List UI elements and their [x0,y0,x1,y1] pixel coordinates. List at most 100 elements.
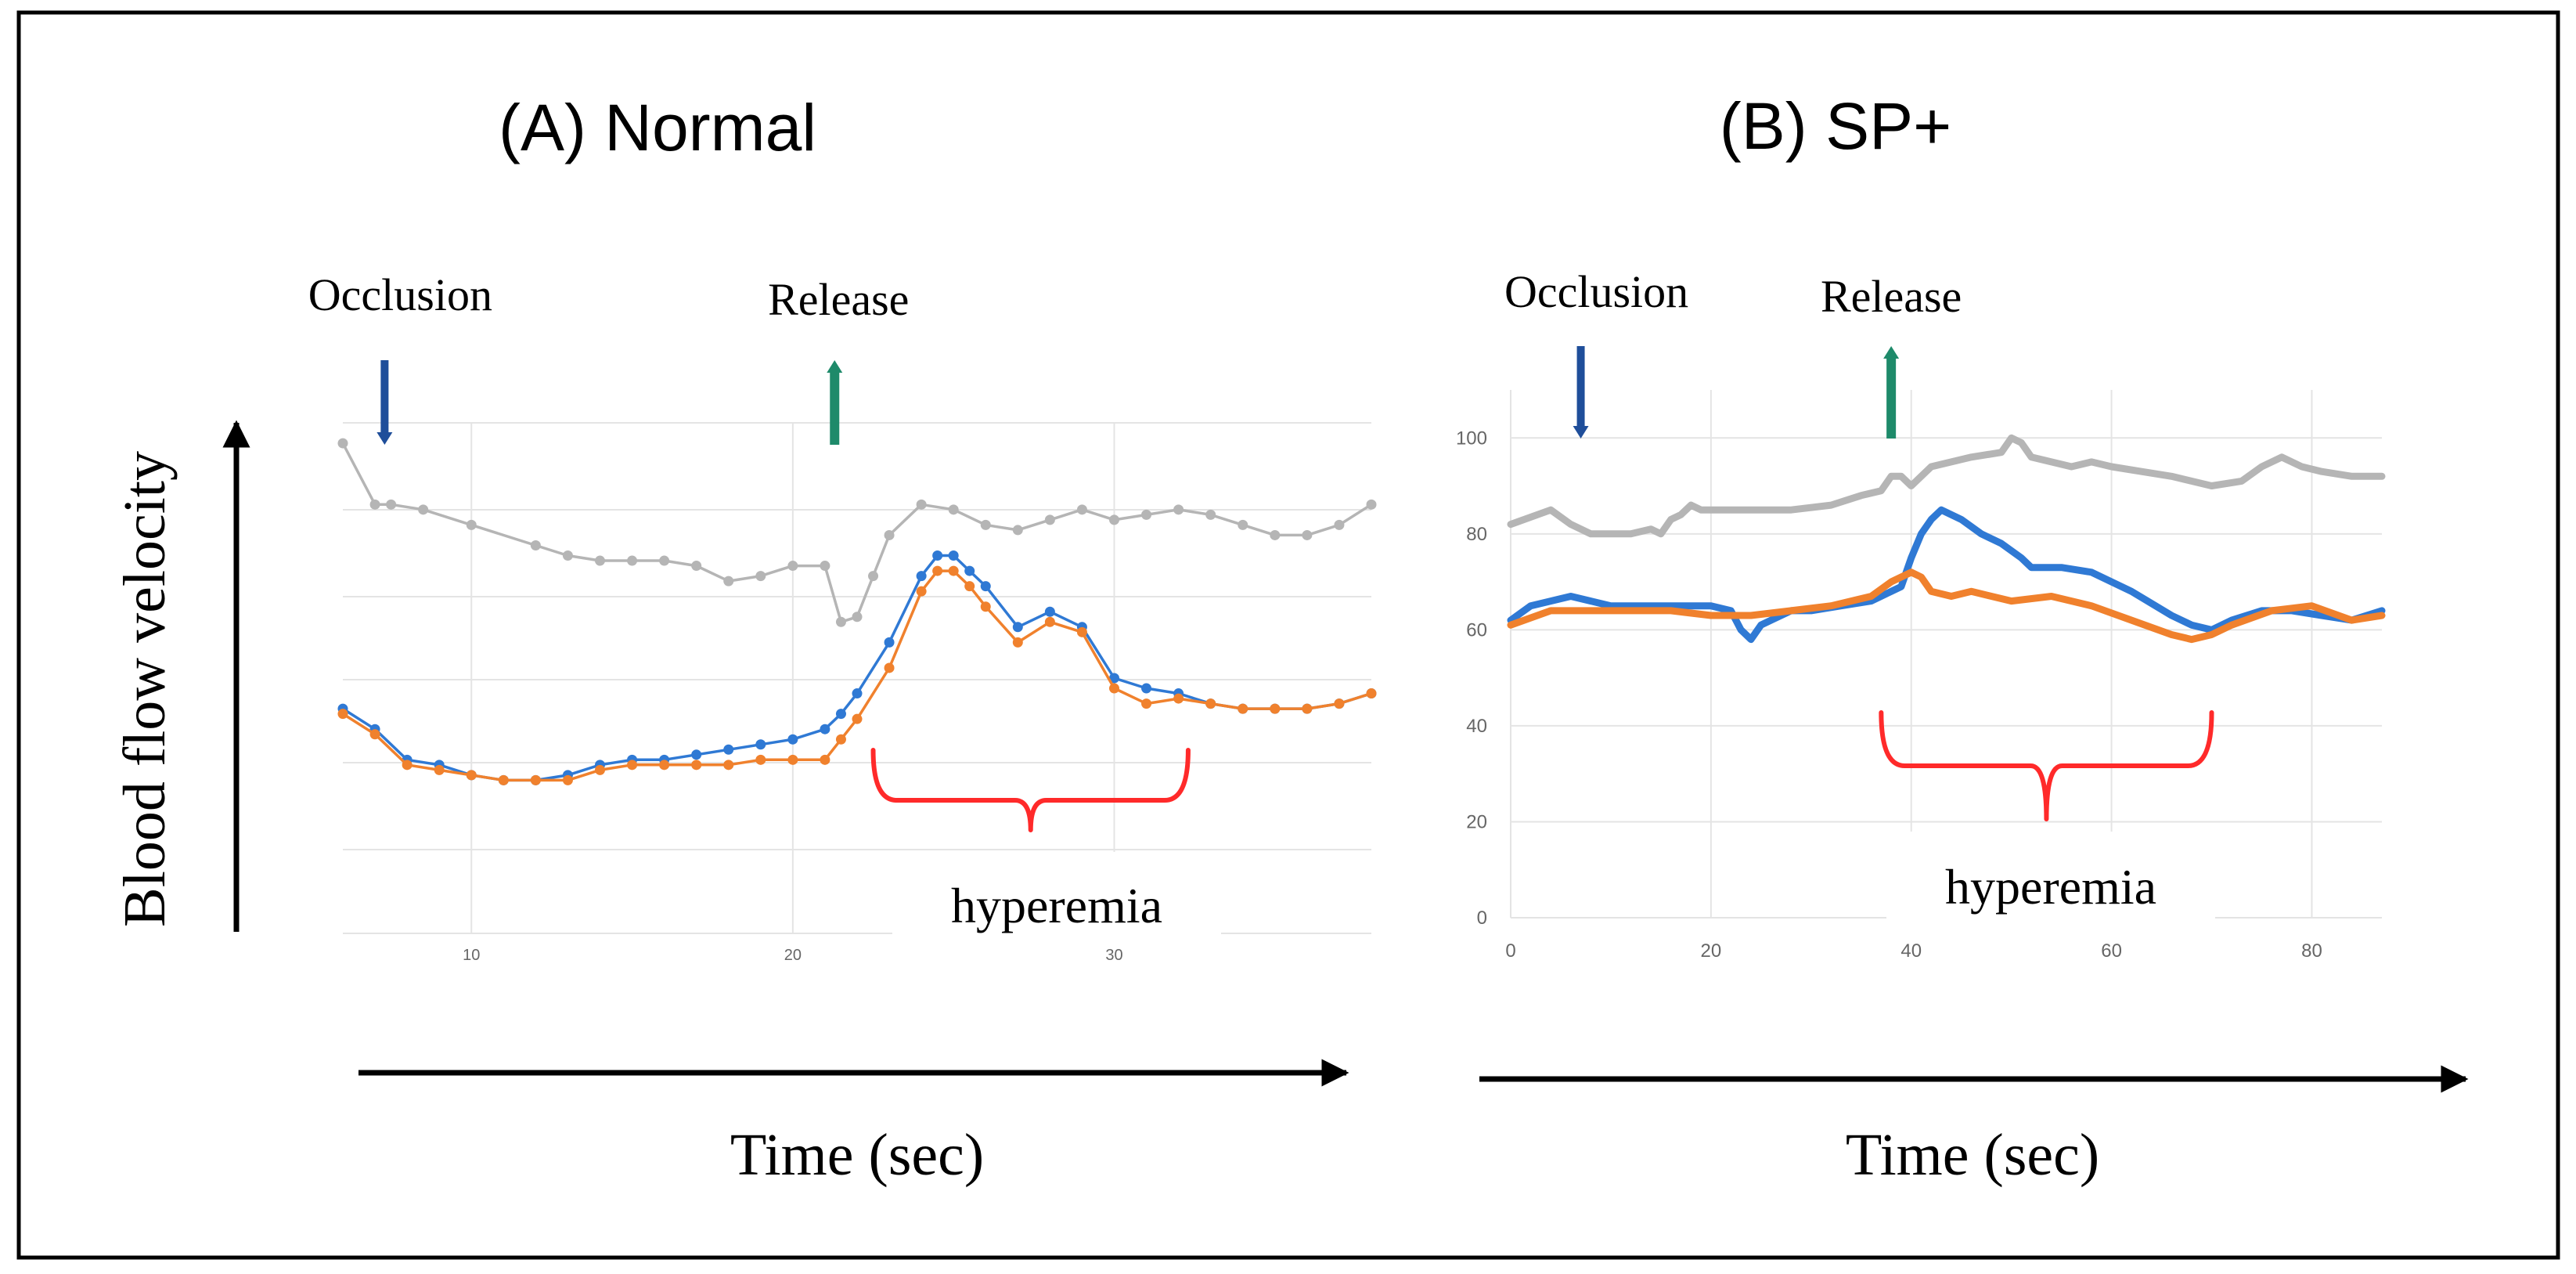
panel-a-gray-point [1302,529,1313,540]
panel-b-release-label: Release [1821,271,1962,322]
panel-a-orange-point [498,774,509,785]
panel-a-orange-point [402,760,413,771]
panel-a-blue-point [852,688,863,699]
panel-a-gray-point [595,555,605,566]
panel-b-series-gray-line [1507,434,2386,538]
panel-b-release-arrow [1883,346,1900,439]
panel-a-gray-point [980,519,991,530]
panel-a-orange-point [787,754,798,765]
panel-a-chart: 10 20 30 Occlusion Release hyperemia [308,269,1377,964]
panel-b-x-axis-label: Time (sec) [1846,1122,2099,1188]
panel-a-gray-point [659,555,670,566]
panel-b-occlusion-label: Occlusion [1504,266,1688,317]
panel-a-x-tick-label: 20 [784,947,802,964]
panel-a-gray-point [1076,504,1087,515]
panel-a-blue-point [820,724,830,734]
panel-a-blue-point [964,565,975,576]
panel-a-gray-point [852,612,863,623]
panel-a-orange-point [595,764,605,775]
panel-a-gray-point [835,616,846,627]
panel-a-series-orange [337,565,1377,785]
panel-a-blue-point [755,739,766,750]
panel-a-gray-point [1238,519,1248,530]
panel-b-chart: 0 20 40 60 80 0 20 40 60 80 100 Occlusion Release hyp… [1456,266,2386,962]
panel-a-occlusion-label: Occlusion [308,269,492,320]
panel-b-hyperemia-bracket [1879,710,2214,821]
panel-a-gray-point [820,561,830,572]
panel-a-orange-point [1173,693,1184,704]
panel-b-y-tick-label: 80 [1466,524,1487,545]
panel-a-orange-point [1205,698,1216,709]
panel-a-orange-point [1238,703,1248,714]
panel-a-gray-point [562,550,573,561]
panel-b-series-orange-line [1507,568,2386,644]
panel-a-gray-point [1012,525,1023,536]
panel-a-occlusion-arrow [376,360,393,445]
panel-a-orange-point [466,770,477,781]
panel-a-series-blue-line [341,554,1373,782]
panel-a-blue-point [1012,622,1023,633]
panel-a-series-gray [337,438,1377,627]
panel-b-x-tick-label: 20 [1701,940,1722,962]
panel-a-orange-point [1334,698,1345,709]
panel-a-release-arrow [827,360,843,445]
panel-a-orange-point [932,565,943,576]
panel-a-hyperemia-label: hyperemia [951,878,1162,933]
panel-b-y-tick-label: 20 [1466,811,1487,832]
panel-a-orange-point [916,586,927,597]
panel-a-blue-point [932,550,943,561]
panel-b-y-tick-label: 40 [1466,716,1487,737]
panel-a-orange-point [659,760,670,771]
panel-a-orange-point [691,760,702,771]
panel-a-blue-point [1044,606,1055,617]
panel-b-hyperemia-label-bg [1886,832,2215,929]
panel-a-gray-point [1205,509,1216,520]
panel-a-x-tick-label: 30 [1105,947,1122,964]
panel-a-gray-point [1173,504,1184,515]
panel-a-gray-point [755,571,766,582]
panel-a-gray-point [1270,529,1281,540]
panel-a-orange-point [562,774,573,785]
panel-a-orange-point [1012,637,1023,648]
panel-a-blue-point [916,571,927,582]
panel-a-x-axis-label: Time (sec) [730,1122,984,1188]
panel-a-orange-point [1044,616,1055,627]
panel-a-orange-point [1076,626,1087,637]
panel-b-y-tick-label: 100 [1456,428,1487,449]
y-axis-label: Blood flow velocity [112,451,178,927]
panel-a-orange-point [835,734,846,745]
panel-a-blue-point [980,581,991,592]
panel-a-gray-point [466,519,477,530]
panel-a-gray-point [868,571,879,582]
panel-a-blue-point [787,734,798,745]
panel-a-hyperemia-label-bg [892,852,1221,949]
panel-a-orange-point [852,713,863,724]
panel-a-blue-point [723,744,734,755]
panel-a-gray-point [691,561,702,572]
panel-a-orange-point [1366,688,1377,699]
panel-a-gray-point [916,499,927,510]
panel-b-x-tick-label: 80 [2301,940,2322,962]
panel-a-hyperemia-bracket [870,748,1191,832]
panel-a-gray-point [369,499,380,510]
panel-a-gray-point [1109,514,1119,525]
panel-b-series-gray [1507,434,2386,538]
panel-a-series-blue [337,550,1377,785]
panel-a-gray-point [948,504,959,515]
panel-a-gray-point [1334,519,1345,530]
panel-b-y-tick-label: 60 [1466,619,1487,641]
panel-b-y-tick-label: 0 [1477,908,1487,929]
panel-a-blue-point [1109,673,1119,684]
panel-a-orange-point [1109,683,1119,694]
panel-b-x-tick-label: 60 [2101,940,2122,962]
panel-a-orange-point [980,601,991,612]
panel-a-gray-point [386,499,397,510]
panel-a-gray-point [1366,499,1377,510]
panel-a-blue-point [1141,683,1152,694]
panel-a-release-label: Release [768,274,909,325]
panel-a-gray-point [418,504,429,515]
panel-a-orange-point [884,662,895,673]
panel-a-gray-point [530,540,541,550]
panel-a-orange-point [1141,698,1152,709]
